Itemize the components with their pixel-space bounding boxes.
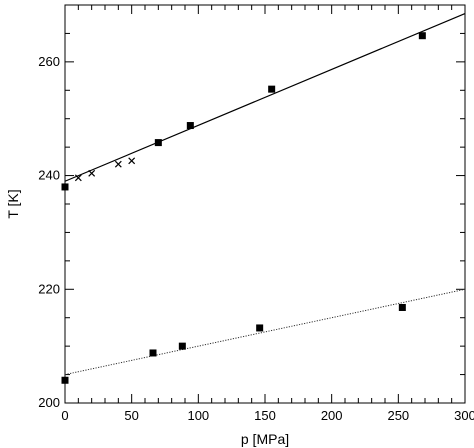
ticks	[64, 4, 466, 404]
square-marker	[398, 303, 406, 311]
x-tick-label: 50	[124, 408, 138, 423]
fit-line	[64, 12, 466, 182]
cross-stroke	[74, 174, 82, 182]
square-marker	[61, 376, 69, 384]
square-marker	[154, 139, 162, 147]
fit-line	[64, 288, 466, 376]
square-marker	[418, 32, 426, 40]
square-marker	[186, 122, 194, 130]
x-tick-label: 150	[254, 408, 276, 423]
cross-marker	[128, 157, 136, 165]
square-marker	[178, 342, 186, 350]
x-tick-label: 0	[61, 408, 68, 423]
x-tick-label: 200	[321, 408, 343, 423]
square-marker	[268, 85, 276, 93]
cross-stroke	[114, 160, 122, 168]
x-axis-label: p [MPa]	[241, 431, 289, 447]
y-tick-label: 260	[38, 54, 60, 69]
x-tick-label: 100	[187, 408, 209, 423]
plot-frame	[64, 4, 466, 404]
y-axis-label: T [K]	[5, 189, 21, 218]
cross-marker	[88, 169, 96, 177]
data-marks	[61, 32, 426, 384]
cross-stroke	[88, 169, 96, 177]
y-tick-label: 200	[38, 395, 60, 410]
square-marker	[61, 183, 69, 191]
cross-marker	[114, 160, 122, 168]
tick-labels: 0 50 100 150 200 250 300 200 220 240 260	[38, 54, 474, 423]
y-tick-label: 240	[38, 168, 60, 183]
square-marker	[256, 324, 264, 332]
fit-lines	[64, 12, 466, 376]
y-tick-label: 220	[38, 281, 60, 296]
x-tick-label: 250	[387, 408, 409, 423]
cross-stroke	[128, 157, 136, 165]
cross-marker	[74, 174, 82, 182]
square-marker	[149, 349, 157, 357]
x-tick-label: 300	[454, 408, 474, 423]
